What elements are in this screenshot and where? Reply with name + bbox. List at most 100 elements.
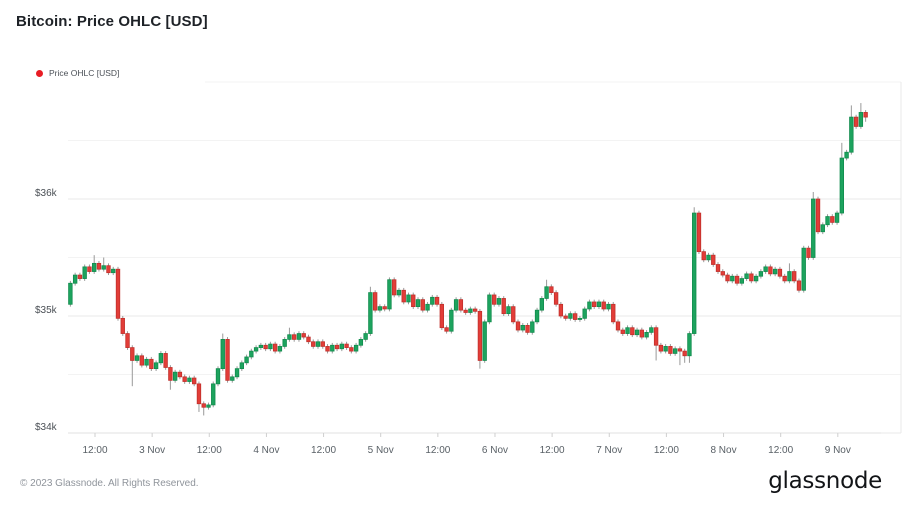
candle: [730, 273, 735, 284]
candle: [244, 354, 249, 366]
candle: [801, 245, 806, 293]
candle-body-up: [487, 294, 492, 323]
candle: [582, 306, 587, 321]
candle-body-up: [530, 321, 535, 333]
candle: [339, 341, 344, 352]
candle-body-down: [434, 296, 440, 305]
x-axis-label: 4 Nov: [253, 445, 279, 456]
candle-body-up: [330, 344, 335, 352]
candle: [87, 264, 92, 274]
candle: [772, 266, 778, 277]
candle-body-down: [225, 339, 230, 381]
candle-body-up: [582, 308, 587, 319]
legend[interactable]: Price OHLC [USD]: [36, 66, 128, 80]
candle: [363, 331, 368, 342]
candle: [620, 327, 625, 336]
candle: [430, 294, 435, 307]
candle-body-up: [187, 377, 192, 382]
candle-body-down: [201, 403, 206, 408]
candle: [163, 351, 168, 370]
candle-body-down: [272, 343, 278, 352]
candle-body-down: [639, 329, 644, 338]
ohlc-chart[interactable]: $36k $35k $34k 12:00 3 Nov 12:00 4 Nov 12:00 5 N…: [0, 0, 904, 466]
candle-body-down: [149, 358, 154, 370]
candle-body-up: [249, 350, 254, 358]
candle-body-up: [277, 346, 283, 352]
candle-body-down: [796, 280, 802, 291]
candle-body-up: [282, 339, 287, 347]
candle-body-down: [682, 350, 687, 357]
candle-body-down: [668, 346, 673, 354]
candle-body-down: [263, 344, 268, 350]
candle-body-down: [515, 321, 521, 331]
candle: [253, 345, 259, 354]
candle-body-up: [649, 327, 654, 333]
candle-body-down: [77, 274, 83, 279]
candle-body-up: [368, 292, 373, 334]
candle-body-up: [596, 301, 602, 308]
candle-body-up: [449, 309, 454, 332]
candle-body-up: [172, 371, 178, 381]
candle-body-up: [215, 368, 221, 385]
candle-body-down: [192, 377, 197, 385]
candle: [353, 342, 359, 354]
candle-body-up: [587, 301, 592, 310]
candle-body-up: [644, 332, 649, 338]
candle: [82, 264, 87, 281]
candle: [96, 261, 102, 272]
x-axis-label: 12:00: [82, 445, 107, 456]
y-axis-label: $34k: [35, 422, 58, 433]
candle-body-down: [444, 327, 449, 332]
candle: [601, 299, 606, 312]
candle-body-down: [653, 327, 659, 346]
candle-body-down: [472, 308, 478, 312]
candle: [511, 304, 516, 325]
candle: [644, 330, 649, 340]
candle: [111, 266, 116, 276]
candle-body-down: [615, 321, 621, 331]
candle-body-up: [730, 275, 735, 282]
candle-body-down: [734, 275, 740, 284]
candle: [653, 325, 659, 361]
candle-body-down: [96, 262, 102, 270]
candle-body-up: [482, 321, 487, 361]
candle-body-down: [458, 299, 464, 311]
candle: [234, 366, 240, 380]
candle: [277, 344, 283, 354]
candle: [549, 284, 554, 295]
candle-body-up: [353, 344, 359, 352]
candle-body-down: [863, 112, 868, 118]
candle: [153, 360, 159, 371]
candle-body-up: [706, 254, 711, 261]
candle-body-up: [772, 268, 778, 275]
candle-body-up: [534, 309, 540, 323]
candle: [268, 341, 273, 352]
candle: [787, 263, 792, 284]
candle-body-down: [463, 309, 468, 313]
candle-body-up: [758, 271, 764, 277]
candle: [611, 301, 616, 325]
candle-body-down: [792, 271, 797, 282]
candle-body-down: [749, 273, 754, 282]
candle: [125, 331, 130, 350]
x-axis-label: 12:00: [768, 445, 793, 456]
candle: [539, 296, 544, 313]
candle: [134, 353, 140, 363]
candle: [215, 366, 221, 387]
candle-body-down: [168, 367, 173, 381]
candle: [701, 249, 706, 263]
candle-body-down: [311, 341, 316, 347]
candle: [487, 292, 492, 325]
candle-body-up: [753, 275, 759, 282]
candle: [596, 299, 602, 309]
candle-body-up: [430, 296, 435, 305]
candle-body-down: [630, 327, 635, 336]
candle: [372, 290, 378, 313]
candle: [568, 311, 573, 321]
candle-body-down: [439, 303, 444, 329]
candle: [768, 264, 773, 277]
candle: [101, 257, 106, 272]
candle: [853, 114, 859, 129]
candle: [392, 277, 397, 298]
